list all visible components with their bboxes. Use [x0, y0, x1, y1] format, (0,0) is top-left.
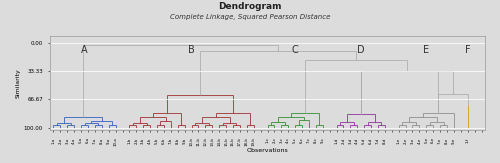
- Text: F: F: [465, 45, 470, 55]
- Text: A: A: [81, 45, 88, 55]
- X-axis label: Observations: Observations: [246, 148, 288, 153]
- Text: D: D: [357, 45, 364, 55]
- Text: Complete Linkage, Squared Pearson Distance: Complete Linkage, Squared Pearson Distan…: [170, 14, 330, 20]
- Text: Dendrogram: Dendrogram: [218, 2, 282, 11]
- Text: E: E: [423, 45, 430, 55]
- Text: C: C: [292, 45, 298, 55]
- Y-axis label: Similarity: Similarity: [16, 68, 21, 98]
- Text: B: B: [188, 45, 195, 55]
